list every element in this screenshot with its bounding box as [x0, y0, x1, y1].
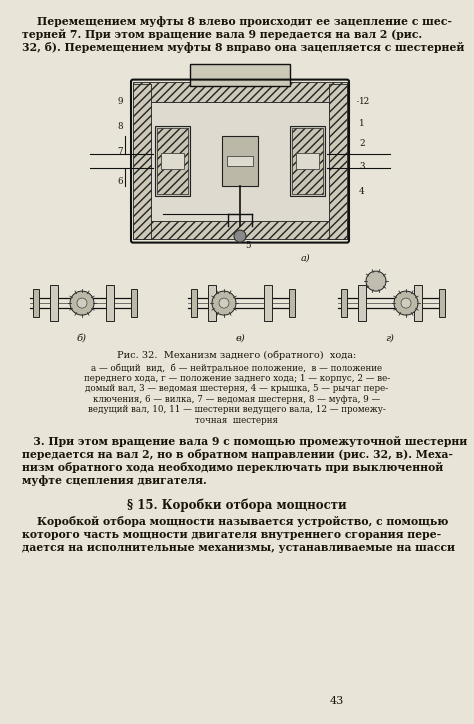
- Text: домый вал, 3 — ведомая шестерня, 4 — крышка, 5 — рычаг пере-: домый вал, 3 — ведомая шестерня, 4 — кры…: [85, 384, 389, 393]
- Text: б): б): [77, 333, 87, 342]
- Bar: [50, 285, 58, 321]
- Bar: [192, 66, 288, 83]
- Bar: [264, 285, 272, 321]
- Text: Коробкой отбора мощности называется устройство, с помощью: Коробкой отбора мощности называется устр…: [22, 516, 448, 527]
- Bar: [414, 285, 422, 321]
- Text: которого часть мощности двигателя внутреннего сгорания пере-: которого часть мощности двигателя внутре…: [22, 529, 441, 540]
- Text: 11: 11: [269, 69, 281, 77]
- Bar: [208, 285, 216, 321]
- Circle shape: [219, 298, 229, 308]
- Bar: [131, 289, 137, 317]
- Bar: [133, 221, 347, 239]
- Bar: [329, 83, 347, 239]
- Bar: [161, 153, 184, 169]
- Text: Рис. 32.  Механизм заднего (обратного)  хода:: Рис. 32. Механизм заднего (обратного) хо…: [118, 350, 356, 360]
- Text: 8: 8: [118, 122, 123, 130]
- Bar: [224, 138, 256, 184]
- Text: 7: 7: [118, 146, 123, 156]
- Bar: [290, 126, 325, 196]
- Text: ведущий вал, 10, 11 — шестерни ведущего вала, 12 — промежу-: ведущий вал, 10, 11 — шестерни ведущего …: [88, 405, 386, 414]
- Circle shape: [394, 291, 418, 315]
- Bar: [289, 289, 295, 317]
- Text: 10: 10: [189, 69, 201, 77]
- Text: ключения, 6 — вилка, 7 — ведомая шестерня, 8 — муфта, 9 —: ключения, 6 — вилка, 7 — ведомая шестерн…: [93, 395, 381, 403]
- Bar: [227, 156, 253, 166]
- Bar: [133, 82, 347, 101]
- Text: 4: 4: [359, 187, 365, 195]
- Bar: [106, 285, 114, 321]
- Circle shape: [401, 298, 411, 308]
- Bar: [292, 128, 323, 194]
- Text: низм обратного хода необходимо переключать при выключенной: низм обратного хода необходимо переключа…: [22, 462, 443, 473]
- Bar: [133, 83, 151, 239]
- Bar: [190, 64, 290, 85]
- Text: 12: 12: [359, 96, 370, 106]
- Text: г): г): [385, 333, 394, 342]
- Text: 1: 1: [359, 119, 365, 127]
- Text: терней 7. При этом вращение вала 9 передается на вал 2 (рис.: терней 7. При этом вращение вала 9 перед…: [22, 29, 422, 41]
- Bar: [358, 285, 366, 321]
- Text: а): а): [300, 253, 310, 263]
- Text: 3: 3: [359, 161, 365, 171]
- Text: переднего хода, г — положение заднего хода; 1 — корпус, 2 — ве-: переднего хода, г — положение заднего хо…: [84, 374, 390, 382]
- Text: дается на исполнительные механизмы, устанавливаемые на шасси: дается на исполнительные механизмы, уста…: [22, 542, 455, 553]
- Text: 5: 5: [245, 241, 250, 250]
- Text: Перемещением муфты 8 влево происходит ее зацепление с шес-: Перемещением муфты 8 влево происходит ее…: [22, 16, 452, 27]
- Circle shape: [212, 291, 236, 315]
- Text: § 15. Коробки отбора мощности: § 15. Коробки отбора мощности: [127, 498, 347, 512]
- Text: 32, б). Перемещением муфты 8 вправо она зацепляется с шестерней: 32, б). Перемещением муфты 8 вправо она …: [22, 43, 465, 54]
- Circle shape: [234, 230, 246, 242]
- Text: передается на вал 2, но в обратном направлении (рис. 32, в). Меха-: передается на вал 2, но в обратном напра…: [22, 449, 453, 460]
- Bar: [33, 289, 39, 317]
- Text: 6: 6: [118, 177, 123, 185]
- Bar: [157, 128, 188, 194]
- Bar: [155, 126, 190, 196]
- Circle shape: [77, 298, 87, 308]
- Text: 2: 2: [359, 138, 365, 148]
- Bar: [151, 101, 329, 221]
- Text: 43: 43: [330, 696, 344, 706]
- Text: 9: 9: [118, 96, 123, 106]
- Bar: [341, 289, 347, 317]
- Bar: [222, 136, 258, 186]
- Text: в): в): [235, 333, 245, 342]
- Circle shape: [366, 271, 386, 291]
- Bar: [296, 153, 319, 169]
- Text: муфте сцепления двигателя.: муфте сцепления двигателя.: [22, 475, 207, 486]
- Text: точная  шестерня: точная шестерня: [195, 416, 279, 424]
- Text: а — общий  вид,  б — нейтральное положение,  в — положение: а — общий вид, б — нейтральное положение…: [91, 363, 383, 373]
- Bar: [191, 289, 197, 317]
- Circle shape: [70, 291, 94, 315]
- Bar: [439, 289, 445, 317]
- Text: 3. При этом вращение вала 9 с помощью промежуточной шестерни: 3. При этом вращение вала 9 с помощью пр…: [22, 436, 467, 447]
